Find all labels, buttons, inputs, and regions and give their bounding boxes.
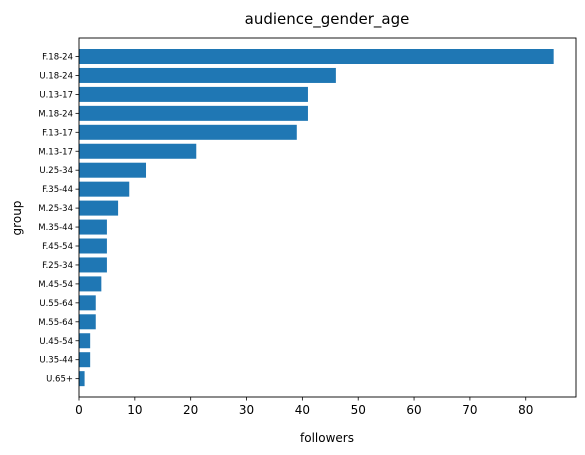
y-tick-label: U.25-34 <box>39 166 73 176</box>
y-tick-label: U.65+ <box>46 375 73 385</box>
y-tick-label: F.25-34 <box>42 261 73 271</box>
x-tick-label: 0 <box>75 403 83 417</box>
x-tick-label: 70 <box>462 403 477 417</box>
bar-f-25-34 <box>79 257 107 273</box>
y-tick-label: U.55-64 <box>39 299 73 309</box>
x-tick-label: 40 <box>295 403 310 417</box>
x-tick-label: 20 <box>183 403 198 417</box>
y-tick-label: F.13-17 <box>42 128 73 138</box>
bar-m-25-34 <box>79 200 119 216</box>
plot-frame <box>78 37 577 398</box>
x-tick-label: 10 <box>127 403 142 417</box>
y-tick-label: F.35-44 <box>42 185 73 195</box>
x-tick-label: 30 <box>239 403 254 417</box>
y-tick-label: M.18-24 <box>38 109 73 119</box>
y-tick-label: M.35-44 <box>38 223 73 233</box>
y-tick-label: M.25-34 <box>38 204 73 214</box>
bar-u-55-64 <box>79 295 96 311</box>
bars-group <box>79 49 554 387</box>
bar-u-65- <box>79 371 85 387</box>
x-axis-label: followers <box>300 431 354 445</box>
y-tick-label: U.45-54 <box>39 337 73 347</box>
bar-u-13-17 <box>79 86 308 102</box>
bar-u-45-54 <box>79 333 91 349</box>
y-ticks-group: F.18-24 U.18-24 U.13-17 M.18-24 F.13-17 M.13-… <box>38 53 79 385</box>
bar-u-25-34 <box>79 162 147 178</box>
chart-title: audience_gender_age <box>245 10 410 29</box>
y-tick-label: M.45-54 <box>38 280 73 290</box>
bar-m-35-44 <box>79 219 107 235</box>
bar-u-35-44 <box>79 352 91 368</box>
x-ticks-group: 0 10 20 30 40 50 60 70 80 <box>75 397 533 417</box>
x-tick-label: 60 <box>406 403 421 417</box>
x-tick-label: 80 <box>518 403 533 417</box>
bar-m-13-17 <box>79 143 197 159</box>
bar-f-35-44 <box>79 181 130 197</box>
y-tick-label: U.13-17 <box>39 90 73 100</box>
y-tick-label: M.55-64 <box>38 318 73 328</box>
bar-f-13-17 <box>79 124 297 140</box>
y-tick-label: M.13-17 <box>38 147 73 157</box>
bar-f-45-54 <box>79 238 107 254</box>
bar-u-18-24 <box>79 67 336 83</box>
y-tick-label: U.35-44 <box>39 356 73 366</box>
y-tick-label: U.18-24 <box>39 71 73 81</box>
bar-m-45-54 <box>79 276 102 292</box>
bar-m-18-24 <box>79 105 308 121</box>
y-axis-label: group <box>10 201 24 236</box>
x-tick-label: 50 <box>351 403 366 417</box>
bar-f-18-24 <box>79 49 554 64</box>
y-tick-label: F.18-24 <box>42 53 73 63</box>
bar-m-55-64 <box>79 314 96 330</box>
y-tick-label: F.45-54 <box>42 242 73 252</box>
